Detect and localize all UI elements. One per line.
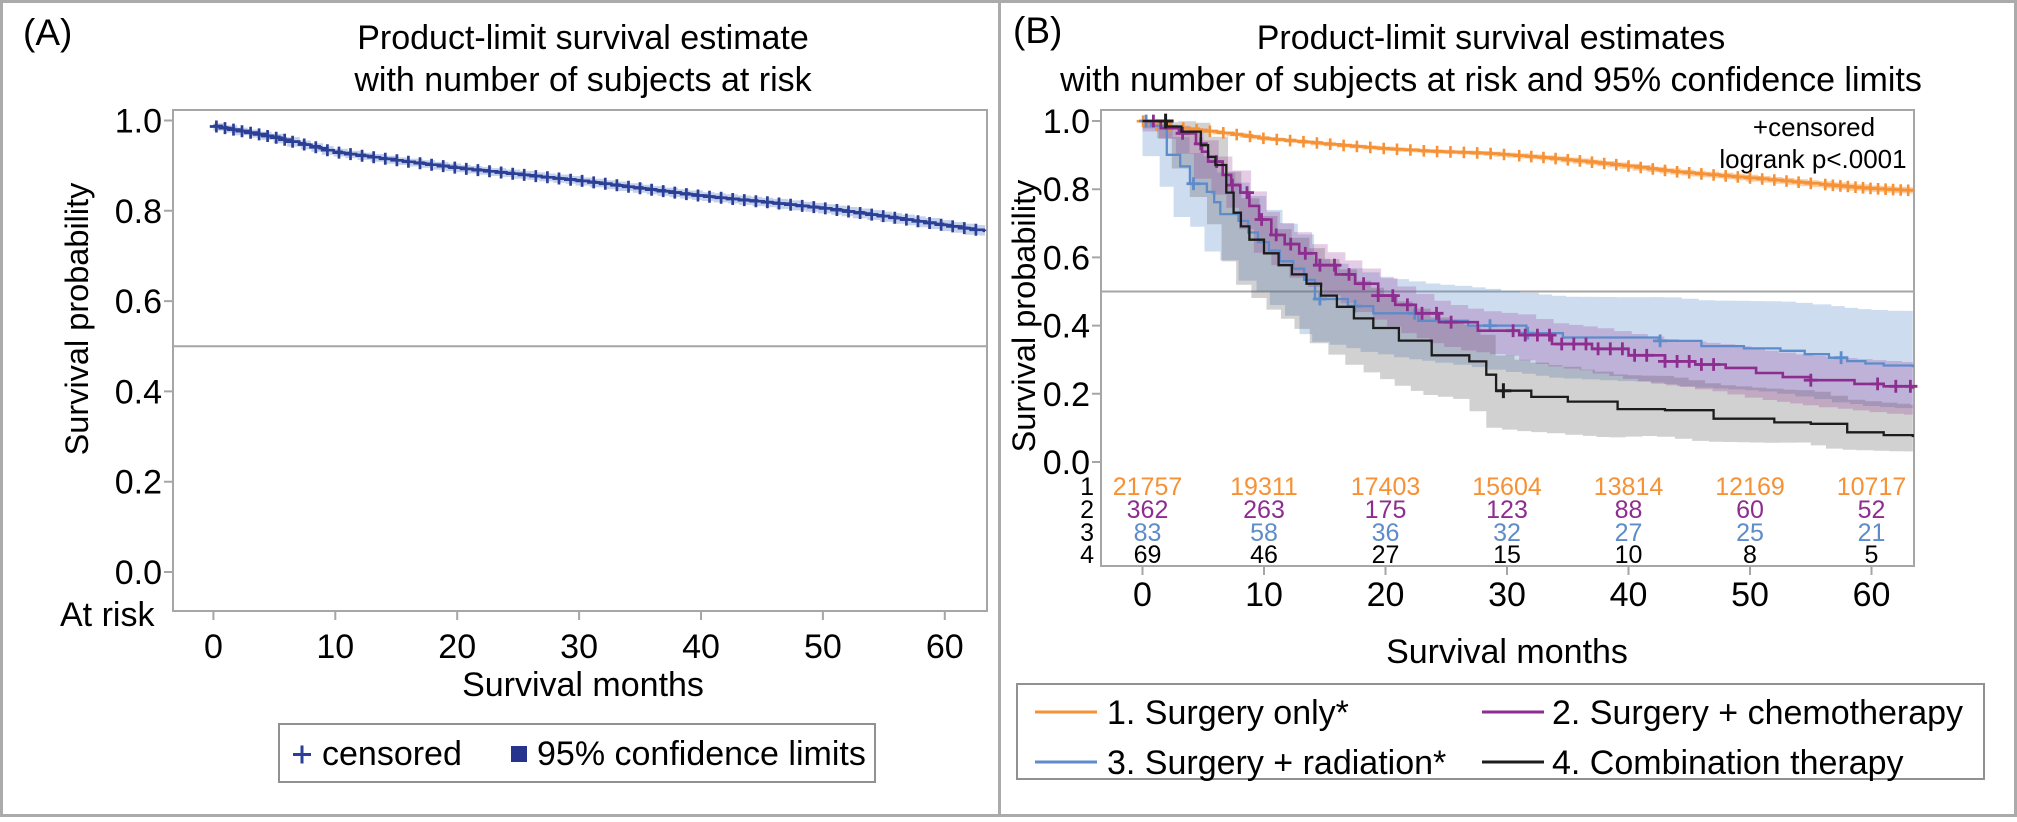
svg-text:8: 8 [1743,541,1757,569]
svg-text:83: 83 [1134,519,1162,547]
svg-text:At risk: At risk [60,596,155,634]
svg-text:(A): (A) [23,12,72,53]
svg-text:Survival probability: Survival probability [1006,179,1042,453]
svg-text:1: 1 [1080,473,1094,501]
svg-text:30: 30 [1488,576,1526,614]
svg-text:46: 46 [1250,541,1278,569]
svg-text:21: 21 [1858,519,1886,547]
svg-text:40: 40 [1610,576,1648,614]
svg-text:0.8: 0.8 [1043,171,1090,209]
svg-text:2. Surgery + chemotherapy: 2. Surgery + chemotherapy [1552,694,1963,732]
svg-text:Survival months: Survival months [462,666,704,704]
svg-text:15604: 15604 [1472,473,1542,501]
svg-text:175: 175 [1365,496,1407,524]
svg-text:19311: 19311 [1230,473,1298,501]
svg-text:50: 50 [1731,576,1769,614]
svg-text:0: 0 [1133,576,1152,614]
svg-text:21757: 21757 [1113,473,1183,501]
svg-text:15: 15 [1493,541,1521,569]
svg-text:0.8: 0.8 [115,193,162,231]
svg-text:27: 27 [1372,541,1400,569]
svg-text:0.6: 0.6 [115,283,162,321]
svg-text:1.0: 1.0 [115,103,162,141]
svg-text:with number of subjects at ris: with number of subjects at risk and 95% … [1059,61,1922,99]
svg-text:69: 69 [1134,541,1162,569]
svg-text:0.2: 0.2 [1043,376,1090,414]
svg-text:10: 10 [1615,541,1643,569]
svg-text:5: 5 [1865,541,1879,569]
svg-text:Survival months: Survival months [1386,633,1628,671]
svg-text:20: 20 [1367,576,1405,614]
svg-text:censored: censored [322,735,462,773]
svg-text:60: 60 [1736,496,1764,524]
svg-text:12169: 12169 [1715,473,1785,501]
svg-text:3: 3 [1080,519,1094,547]
svg-text:60: 60 [926,628,964,666]
svg-text:10: 10 [316,628,354,666]
svg-text:60: 60 [1853,576,1891,614]
svg-text:50: 50 [804,628,842,666]
svg-text:362: 362 [1127,496,1169,524]
svg-text:4. Combination therapy: 4. Combination therapy [1552,744,1904,782]
svg-text:88: 88 [1615,496,1643,524]
svg-text:25: 25 [1736,519,1764,547]
svg-text:40: 40 [682,628,720,666]
svg-text:logrank p<.0001: logrank p<.0001 [1719,144,1906,174]
svg-text:0.2: 0.2 [115,464,162,502]
svg-text:Survival probability: Survival probability [59,182,95,456]
svg-text:58: 58 [1250,519,1278,547]
svg-text:0.4: 0.4 [115,373,162,411]
svg-text:30: 30 [560,628,598,666]
svg-text:13814: 13814 [1594,473,1664,501]
svg-text:263: 263 [1243,496,1285,524]
svg-text:17403: 17403 [1351,473,1421,501]
svg-text:36: 36 [1372,519,1400,547]
svg-text:+censored: +censored [1753,112,1875,142]
svg-text:0.4: 0.4 [1043,308,1090,346]
svg-text:4: 4 [1080,541,1094,569]
svg-text:3. Surgery + radiation*: 3. Surgery + radiation* [1107,744,1446,782]
svg-text:0.0: 0.0 [1043,444,1090,482]
svg-text:Product-limit survival estimat: Product-limit survival estimate [357,19,809,57]
svg-text:0: 0 [204,628,223,666]
svg-text:1. Surgery only*: 1. Surgery only* [1107,694,1349,732]
svg-text:27: 27 [1615,519,1643,547]
svg-text:(B): (B) [1013,10,1062,51]
svg-text:123: 123 [1486,496,1528,524]
svg-text:0.0: 0.0 [115,554,162,592]
svg-text:95% confidence limits: 95% confidence limits [537,735,866,773]
svg-text:20: 20 [438,628,476,666]
svg-text:Product-limit survival estimat: Product-limit survival estimates [1257,19,1726,57]
svg-text:2: 2 [1080,496,1094,524]
svg-text:52: 52 [1858,496,1886,524]
svg-text:with number of subjects at ris: with number of subjects at risk [353,61,812,99]
svg-text:1.0: 1.0 [1043,103,1090,141]
svg-text:10: 10 [1245,576,1283,614]
svg-text:32: 32 [1493,519,1521,547]
svg-text:0.6: 0.6 [1043,239,1090,277]
svg-text:10717: 10717 [1837,473,1907,501]
